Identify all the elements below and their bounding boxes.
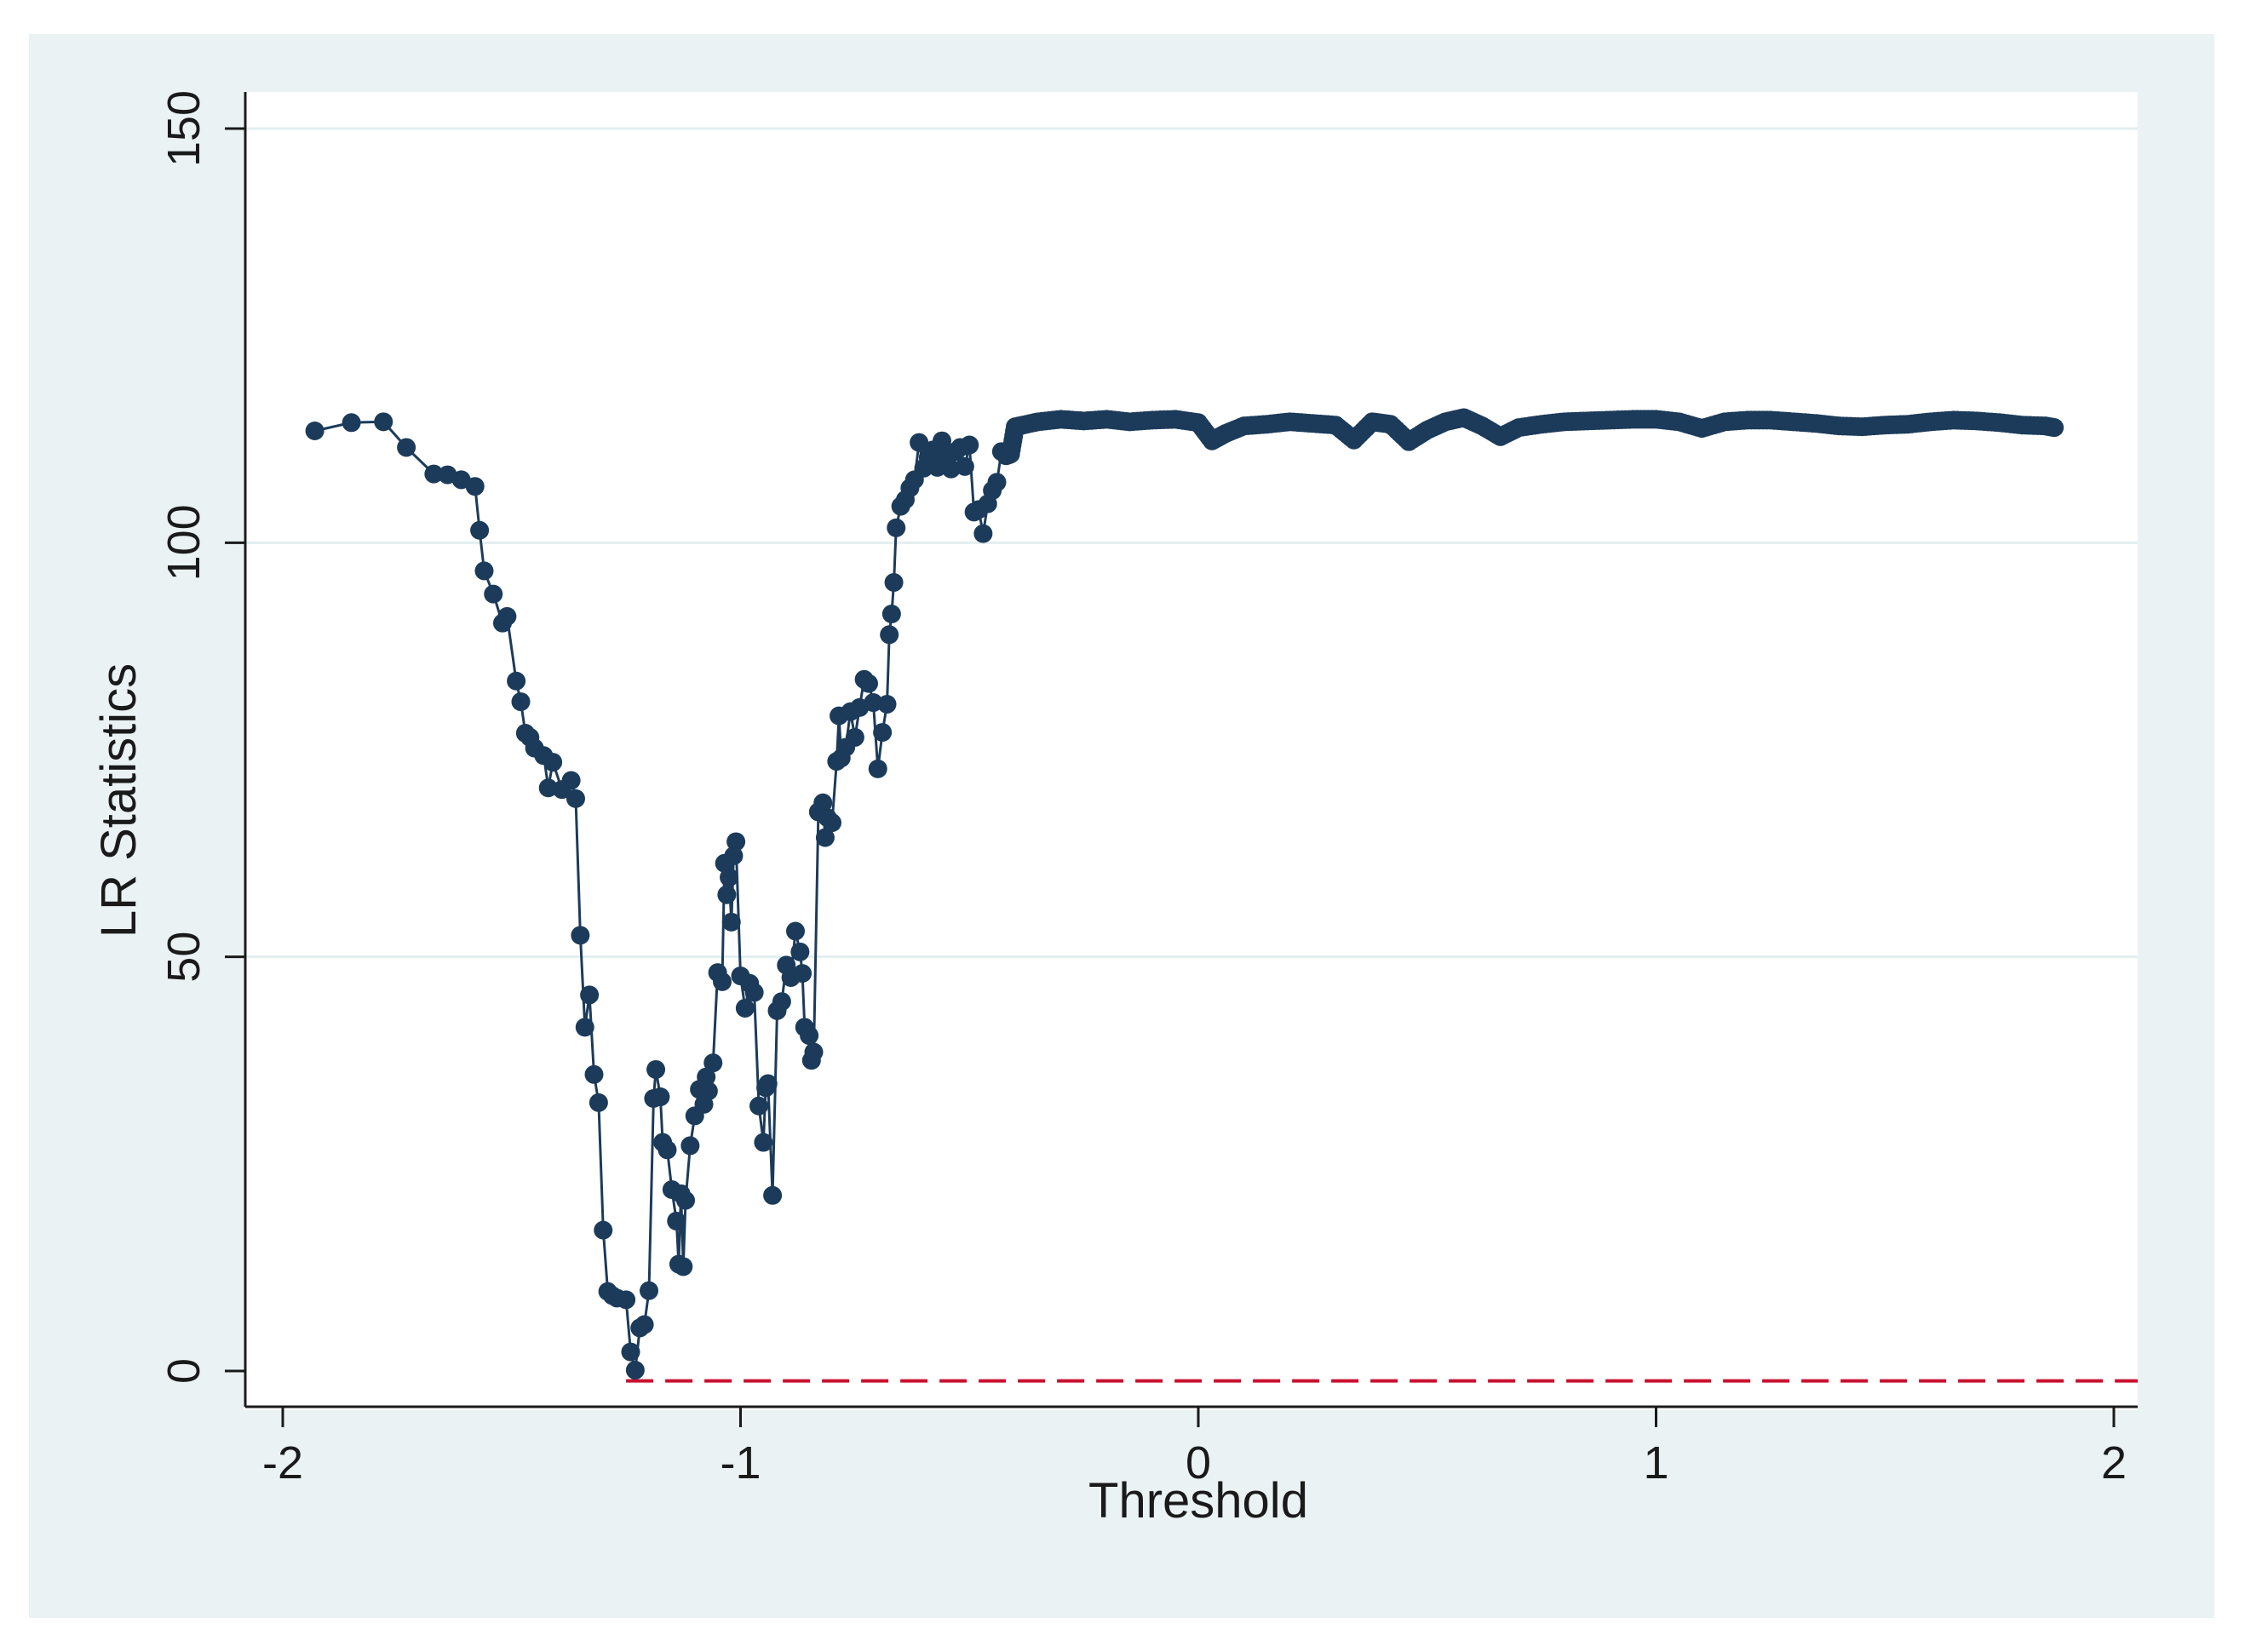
y-tick-label-0: 0	[158, 1358, 210, 1384]
data-point	[640, 1281, 658, 1300]
data-point	[621, 1342, 640, 1362]
data-point	[580, 985, 600, 1005]
data-point	[868, 759, 887, 778]
data-point	[651, 1087, 670, 1107]
data-point	[804, 1042, 824, 1062]
data-point	[617, 1290, 636, 1310]
data-point	[726, 832, 746, 852]
data-point	[465, 477, 485, 496]
data-point	[397, 438, 416, 457]
data-point	[646, 1059, 666, 1079]
data-point	[484, 584, 503, 604]
data-point	[342, 413, 361, 433]
x-axis-title: Threshold	[1088, 1473, 1308, 1529]
data-point	[474, 561, 494, 581]
data-point	[680, 1136, 700, 1156]
data-point	[721, 912, 741, 932]
data-point	[697, 1067, 716, 1087]
data-point	[859, 674, 878, 693]
data-point	[676, 1190, 695, 1210]
x-tick-label-0: 0	[1186, 1437, 1211, 1489]
data-point	[424, 464, 444, 484]
data-point	[584, 1064, 604, 1084]
data-point	[507, 671, 526, 691]
data-point	[880, 625, 899, 645]
lr-statistics-chart: -2 -1 0 1 2 0 50 100 150 Threshold LR Statistics	[91, 90, 2138, 1529]
data-point	[667, 1211, 686, 1230]
data-point	[877, 695, 897, 714]
data-point	[790, 942, 810, 961]
y-tick-label-100: 100	[158, 504, 210, 581]
x-tick-label--2: -2	[262, 1437, 303, 1489]
y-tick-label-50: 50	[158, 932, 210, 983]
data-point	[543, 753, 563, 772]
data-point	[910, 433, 929, 452]
data-point	[800, 1026, 819, 1046]
data-point	[845, 727, 864, 747]
data-point	[786, 921, 805, 941]
data-point	[881, 604, 901, 623]
data-point	[884, 573, 904, 593]
data-point	[703, 1053, 723, 1073]
data-point	[717, 885, 737, 904]
data-point	[561, 771, 581, 790]
data-point	[713, 972, 732, 991]
data-point	[873, 723, 893, 743]
data-point	[720, 868, 739, 887]
data-point	[538, 778, 558, 798]
data-point	[511, 692, 531, 712]
data-point	[575, 1018, 594, 1037]
data-point	[823, 813, 841, 833]
data-point	[933, 431, 951, 450]
data-point	[634, 1315, 654, 1334]
data-point	[674, 1257, 693, 1276]
data-point	[571, 926, 590, 945]
data-point	[955, 456, 974, 476]
data-point	[657, 1140, 677, 1160]
data-point	[594, 1220, 613, 1240]
data-point	[815, 828, 835, 847]
data-point	[749, 1096, 768, 1116]
data-point	[735, 998, 755, 1018]
x-tick-label-1: 1	[1643, 1437, 1668, 1489]
data-point	[566, 789, 585, 808]
data-point	[813, 793, 833, 812]
plot-area	[244, 92, 2138, 1410]
data-point	[758, 1074, 778, 1093]
data-point	[763, 1185, 783, 1205]
data-point	[987, 473, 1007, 492]
series-group	[305, 408, 2064, 1380]
data-point	[772, 992, 791, 1012]
data-point	[793, 964, 812, 984]
data-point	[724, 846, 744, 865]
chart-frame: -2 -1 0 1 2 0 50 100 150 Threshold LR Statistics	[29, 34, 2214, 1618]
data-point	[625, 1361, 645, 1380]
y-axis-title: LR Statistics	[91, 663, 146, 938]
y-tick-label-150: 150	[158, 90, 210, 167]
gridlines	[244, 127, 2138, 959]
data-point	[589, 1093, 608, 1112]
data-point	[305, 422, 324, 441]
x-tick-label--1: -1	[720, 1437, 761, 1489]
data-point	[744, 983, 764, 1002]
data-point	[2043, 417, 2063, 437]
x-tick-label-2: 2	[2101, 1437, 2127, 1489]
axes	[244, 92, 2138, 1408]
data-point	[374, 412, 393, 432]
data-point	[698, 1081, 718, 1101]
data-point	[864, 693, 883, 713]
data-point	[960, 435, 979, 455]
data-point	[973, 524, 993, 543]
data-point	[887, 518, 906, 537]
data-point	[754, 1133, 773, 1152]
data-point	[497, 606, 517, 626]
ticks: -2 -1 0 1 2 0 50 100 150	[158, 90, 2127, 1489]
data-point	[470, 520, 490, 540]
